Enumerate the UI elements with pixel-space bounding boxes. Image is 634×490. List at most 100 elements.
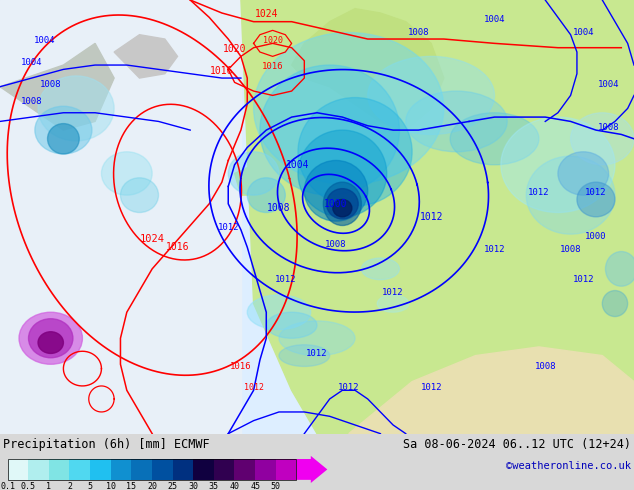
Text: 1008: 1008 [21,97,42,106]
Bar [255,459,276,480]
Polygon shape [235,122,279,195]
Text: 1008: 1008 [267,203,291,213]
Text: 0.5: 0.5 [21,482,36,490]
Polygon shape [349,347,634,434]
Ellipse shape [327,189,358,219]
Ellipse shape [48,123,79,154]
Ellipse shape [266,312,317,338]
Text: 1004: 1004 [34,36,55,46]
Bar [131,459,152,480]
Text: Sa 08-06-2024 06..12 UTC (12+24): Sa 08-06-2024 06..12 UTC (12+24) [403,438,631,451]
Text: 15: 15 [126,482,136,490]
Text: 1008: 1008 [40,80,61,89]
Text: 1012: 1012 [243,383,264,392]
Text: 1008: 1008 [598,123,619,132]
Text: 1020: 1020 [262,36,283,46]
Text: 1008: 1008 [408,28,429,37]
Ellipse shape [361,258,399,280]
Ellipse shape [605,251,634,286]
Bar [193,459,214,480]
Text: 1012: 1012 [420,383,442,392]
Ellipse shape [279,321,355,356]
Polygon shape [0,44,114,130]
Ellipse shape [304,160,368,221]
Text: 1004: 1004 [286,160,310,170]
Text: 1012: 1012 [573,275,594,284]
Bar [214,459,235,480]
Ellipse shape [260,65,399,195]
Text: 1012: 1012 [275,275,296,284]
Ellipse shape [571,113,634,165]
Text: 20: 20 [147,482,157,490]
Text: 1004: 1004 [21,58,42,67]
Text: 1024: 1024 [139,234,165,244]
Ellipse shape [526,156,615,234]
Text: 1004: 1004 [573,28,594,37]
Ellipse shape [450,113,539,165]
Bar [29,459,49,480]
Text: 25: 25 [167,482,178,490]
Text: 1: 1 [46,482,51,490]
Polygon shape [0,0,241,434]
Ellipse shape [35,106,92,154]
Text: 5: 5 [87,482,93,490]
Text: 1012: 1012 [306,348,328,358]
Bar [70,459,90,480]
Text: 1012: 1012 [585,188,607,197]
Text: 40: 40 [230,482,240,490]
Text: 1024: 1024 [254,9,278,19]
Ellipse shape [247,178,285,213]
Polygon shape [114,35,178,78]
Bar [49,459,70,480]
Bar [8,459,296,480]
Text: 1020: 1020 [223,44,247,54]
Text: 1016: 1016 [210,66,234,76]
Text: 35: 35 [209,482,219,490]
Text: 1012: 1012 [484,245,505,253]
Text: 0.1: 0.1 [0,482,15,490]
Ellipse shape [19,312,82,364]
Text: 2: 2 [67,482,72,490]
Bar [111,459,131,480]
Text: Precipitation (6h) [mm] ECMWF: Precipitation (6h) [mm] ECMWF [3,438,210,451]
Text: 1000: 1000 [324,199,348,209]
Bar [235,459,255,480]
Ellipse shape [120,178,158,213]
FancyArrow shape [296,456,327,483]
Ellipse shape [558,152,609,195]
Ellipse shape [38,332,63,353]
Ellipse shape [38,76,114,141]
Ellipse shape [298,98,412,206]
Text: 1004: 1004 [484,15,505,24]
Text: 1016: 1016 [230,362,252,370]
Ellipse shape [247,295,311,330]
Text: 1016: 1016 [262,62,283,72]
Text: 50: 50 [271,482,281,490]
Ellipse shape [577,182,615,217]
Bar [90,459,111,480]
Ellipse shape [406,91,507,152]
Polygon shape [0,0,634,434]
Text: 1008: 1008 [325,240,347,249]
Text: 1000: 1000 [585,231,607,241]
Text: 45: 45 [250,482,260,490]
Text: 30: 30 [188,482,198,490]
Ellipse shape [333,199,352,217]
Ellipse shape [29,318,73,358]
Ellipse shape [377,295,409,312]
Bar [152,459,172,480]
Polygon shape [292,9,444,130]
Ellipse shape [323,182,361,225]
Ellipse shape [101,152,152,195]
Text: ©weatheronline.co.uk: ©weatheronline.co.uk [506,461,631,471]
Ellipse shape [279,345,330,367]
Ellipse shape [501,117,615,213]
Ellipse shape [228,152,279,195]
Ellipse shape [602,291,628,317]
Ellipse shape [254,32,444,184]
Text: 1012: 1012 [217,223,239,232]
Text: 1012: 1012 [419,212,443,222]
Ellipse shape [298,130,387,217]
Bar [8,459,29,480]
Text: 1008: 1008 [560,245,581,253]
